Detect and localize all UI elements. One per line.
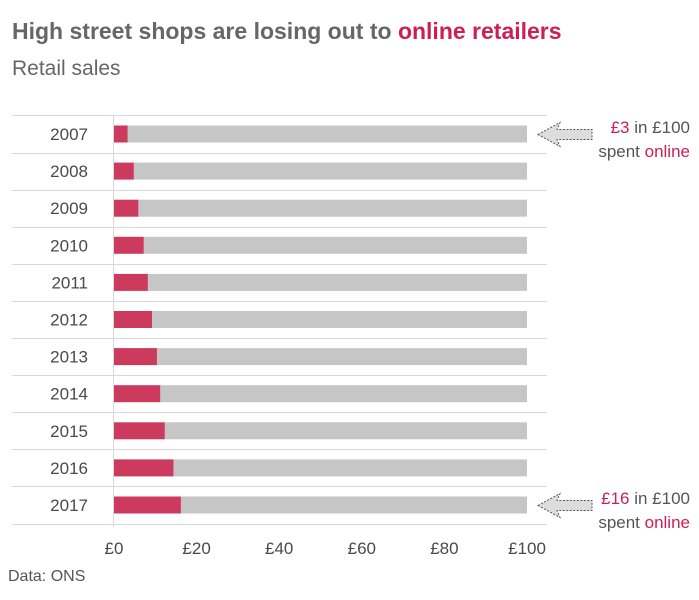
annotation-spent: spent — [598, 513, 644, 532]
annotation-line-2: spent online — [598, 513, 690, 532]
annotation-online: online — [645, 513, 690, 532]
bar-online-2016 — [114, 459, 174, 477]
y-tick-label: 2014 — [50, 385, 88, 404]
y-tick-label: 2017 — [50, 496, 88, 515]
arrow-left-icon — [536, 121, 593, 148]
bar-online-2017 — [114, 496, 181, 514]
y-tick-label: 2016 — [50, 459, 88, 478]
x-tick-label: £100 — [508, 539, 546, 558]
annotation-line-1: £16 in £100 — [601, 489, 690, 508]
annotation-online: online — [645, 142, 690, 161]
annotation-line-1: £3 in £100 — [611, 118, 690, 137]
chart-title: High street shops are losing out to onli… — [12, 18, 562, 45]
bar-offline-2011 — [147, 273, 527, 291]
bar-offline-2007 — [127, 125, 527, 143]
bar-offline-2014 — [160, 385, 528, 403]
annotation-2007: £3 in £100 spent online — [536, 118, 690, 161]
x-tick-label: £60 — [348, 539, 376, 558]
data-source: Data: ONS — [8, 568, 86, 585]
annotation-spent: spent — [598, 142, 644, 161]
bar-offline-2017 — [180, 496, 527, 514]
annotation-2017: £16 in £100 spent online — [536, 489, 690, 532]
annotation-amount: £16 — [601, 489, 629, 508]
bar-online-2015 — [114, 422, 165, 440]
chart-title-prefix: High street shops are losing out to — [12, 18, 398, 44]
bar-online-2007 — [114, 125, 128, 143]
x-tick-label: £0 — [105, 539, 124, 558]
annotation-in-100: in £100 — [630, 489, 691, 508]
bar-online-2010 — [114, 236, 144, 254]
y-tick-label: 2010 — [50, 236, 88, 255]
y-tick-label: 2013 — [50, 348, 88, 367]
bar-online-2012 — [114, 311, 152, 328]
bar-offline-2013 — [156, 348, 527, 366]
gridlines — [12, 115, 547, 525]
y-tick-label: 2008 — [50, 162, 88, 181]
chart-subtitle: Retail sales — [12, 57, 121, 80]
bar-online-2013 — [114, 348, 157, 366]
annotation-line-2: spent online — [598, 142, 690, 161]
y-tick-label: 2012 — [50, 311, 88, 330]
bar-online-2011 — [114, 273, 148, 291]
chart-title-highlight: online retailers — [397, 18, 562, 44]
y-tick-label: 2015 — [50, 422, 88, 441]
bar-offline-2010 — [143, 236, 527, 254]
x-tick-label: £80 — [430, 539, 458, 558]
bar-online-2008 — [114, 162, 134, 180]
bar-offline-2016 — [173, 459, 528, 477]
bar-offline-2012 — [151, 311, 527, 328]
annotation-amount: £3 — [611, 118, 630, 137]
bar-offline-2015 — [164, 422, 527, 440]
bar-offline-2009 — [138, 199, 527, 217]
annotation-in-100: in £100 — [630, 118, 691, 137]
x-tick-label: £40 — [265, 539, 293, 558]
bar-online-2009 — [114, 199, 139, 217]
bar-offline-2008 — [133, 162, 527, 180]
bar-online-2014 — [114, 385, 161, 403]
y-tick-label: 2007 — [50, 125, 88, 144]
y-tick-label: 2009 — [50, 199, 88, 218]
x-tick-label: £20 — [182, 539, 210, 558]
arrow-left-icon — [536, 492, 593, 519]
y-tick-label: 2011 — [51, 273, 88, 292]
